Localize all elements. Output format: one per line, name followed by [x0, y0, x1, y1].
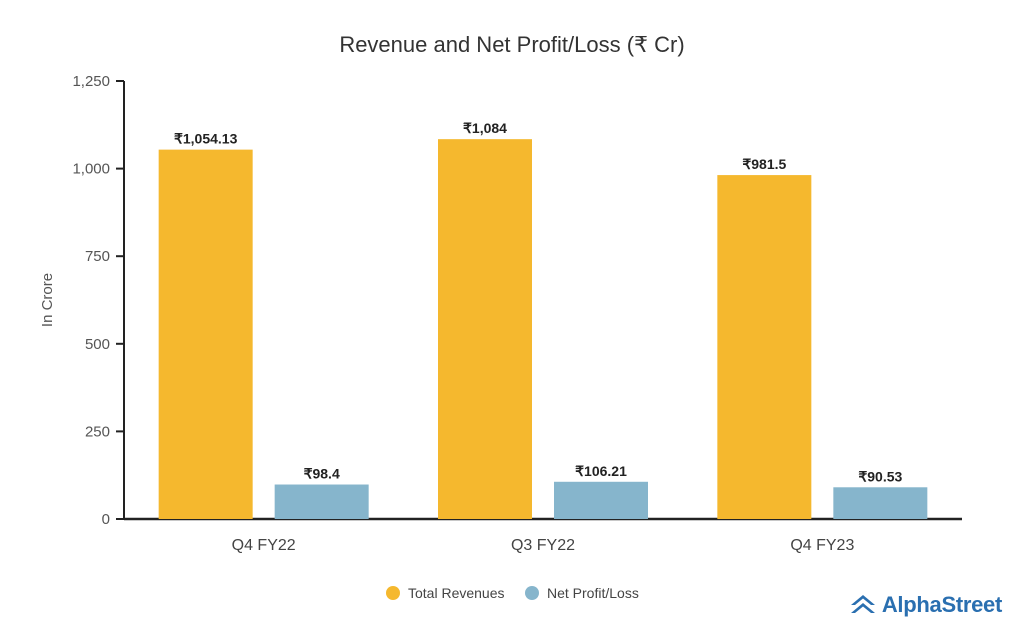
- chart-title: Revenue and Net Profit/Loss (₹ Cr): [339, 32, 684, 57]
- bar-net-profit-loss: [833, 487, 928, 519]
- x-axis: Q4 FY22 Q3 FY22 Q4 FY23: [124, 517, 962, 554]
- legend: Total Revenues Net Profit/Loss: [386, 585, 639, 601]
- data-label: ₹90.53: [858, 468, 902, 484]
- y-tick-label: 1,250: [72, 73, 110, 90]
- x-category-label: Q3 FY22: [511, 537, 575, 554]
- bars: [158, 139, 928, 520]
- data-labels: ₹1,054.13 ₹98.4 ₹1,084 ₹106.21 ₹981.5 ₹90.53: [174, 120, 903, 484]
- legend-marker: [525, 586, 539, 600]
- y-tick-label: 500: [85, 336, 110, 353]
- bar-net-profit-loss: [274, 484, 369, 519]
- data-label: ₹981.5: [742, 156, 786, 172]
- data-label: ₹1,054.13: [174, 131, 238, 147]
- y-axis-label: In Crore: [39, 273, 56, 327]
- y-tick-label: 0: [102, 511, 110, 528]
- bar-total-revenues: [717, 175, 812, 519]
- data-label: ₹98.4: [304, 466, 340, 482]
- bar-total-revenues: [158, 149, 253, 519]
- data-label: ₹1,084: [463, 120, 507, 136]
- y-axis: 0 250 500 750 1,000 1,250: [72, 73, 125, 528]
- brand-logo: AlphaStreet: [850, 592, 1002, 618]
- bar-net-profit-loss: [554, 481, 648, 519]
- data-label: ₹106.21: [575, 463, 627, 479]
- legend-label: Total Revenues: [408, 585, 505, 601]
- bar-total-revenues: [438, 139, 532, 520]
- x-category-label: Q4 FY23: [790, 537, 854, 554]
- legend-marker: [386, 586, 400, 600]
- y-tick-label: 750: [85, 248, 110, 265]
- alphastreet-logo-icon: [850, 595, 875, 613]
- y-tick-label: 250: [85, 423, 110, 440]
- brand-name: AlphaStreet: [881, 592, 1002, 617]
- legend-label: Net Profit/Loss: [547, 585, 639, 601]
- x-category-label: Q4 FY22: [232, 537, 296, 554]
- y-tick-label: 1,000: [72, 161, 110, 178]
